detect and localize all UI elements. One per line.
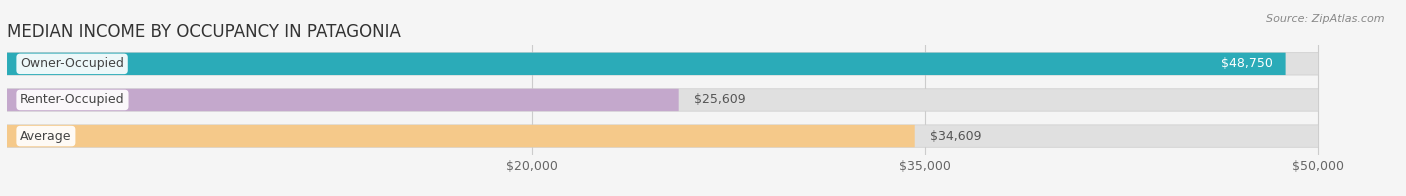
FancyBboxPatch shape (7, 125, 1319, 147)
Text: Owner-Occupied: Owner-Occupied (20, 57, 124, 70)
Text: Average: Average (20, 130, 72, 142)
FancyBboxPatch shape (7, 89, 679, 111)
Text: Renter-Occupied: Renter-Occupied (20, 93, 125, 106)
Text: $34,609: $34,609 (931, 130, 981, 142)
Text: MEDIAN INCOME BY OCCUPANCY IN PATAGONIA: MEDIAN INCOME BY OCCUPANCY IN PATAGONIA (7, 23, 401, 41)
Text: $25,609: $25,609 (695, 93, 747, 106)
FancyBboxPatch shape (7, 89, 1319, 111)
FancyBboxPatch shape (7, 53, 1285, 75)
Text: $48,750: $48,750 (1220, 57, 1272, 70)
FancyBboxPatch shape (7, 53, 1319, 75)
Text: Source: ZipAtlas.com: Source: ZipAtlas.com (1267, 14, 1385, 24)
FancyBboxPatch shape (7, 125, 915, 147)
